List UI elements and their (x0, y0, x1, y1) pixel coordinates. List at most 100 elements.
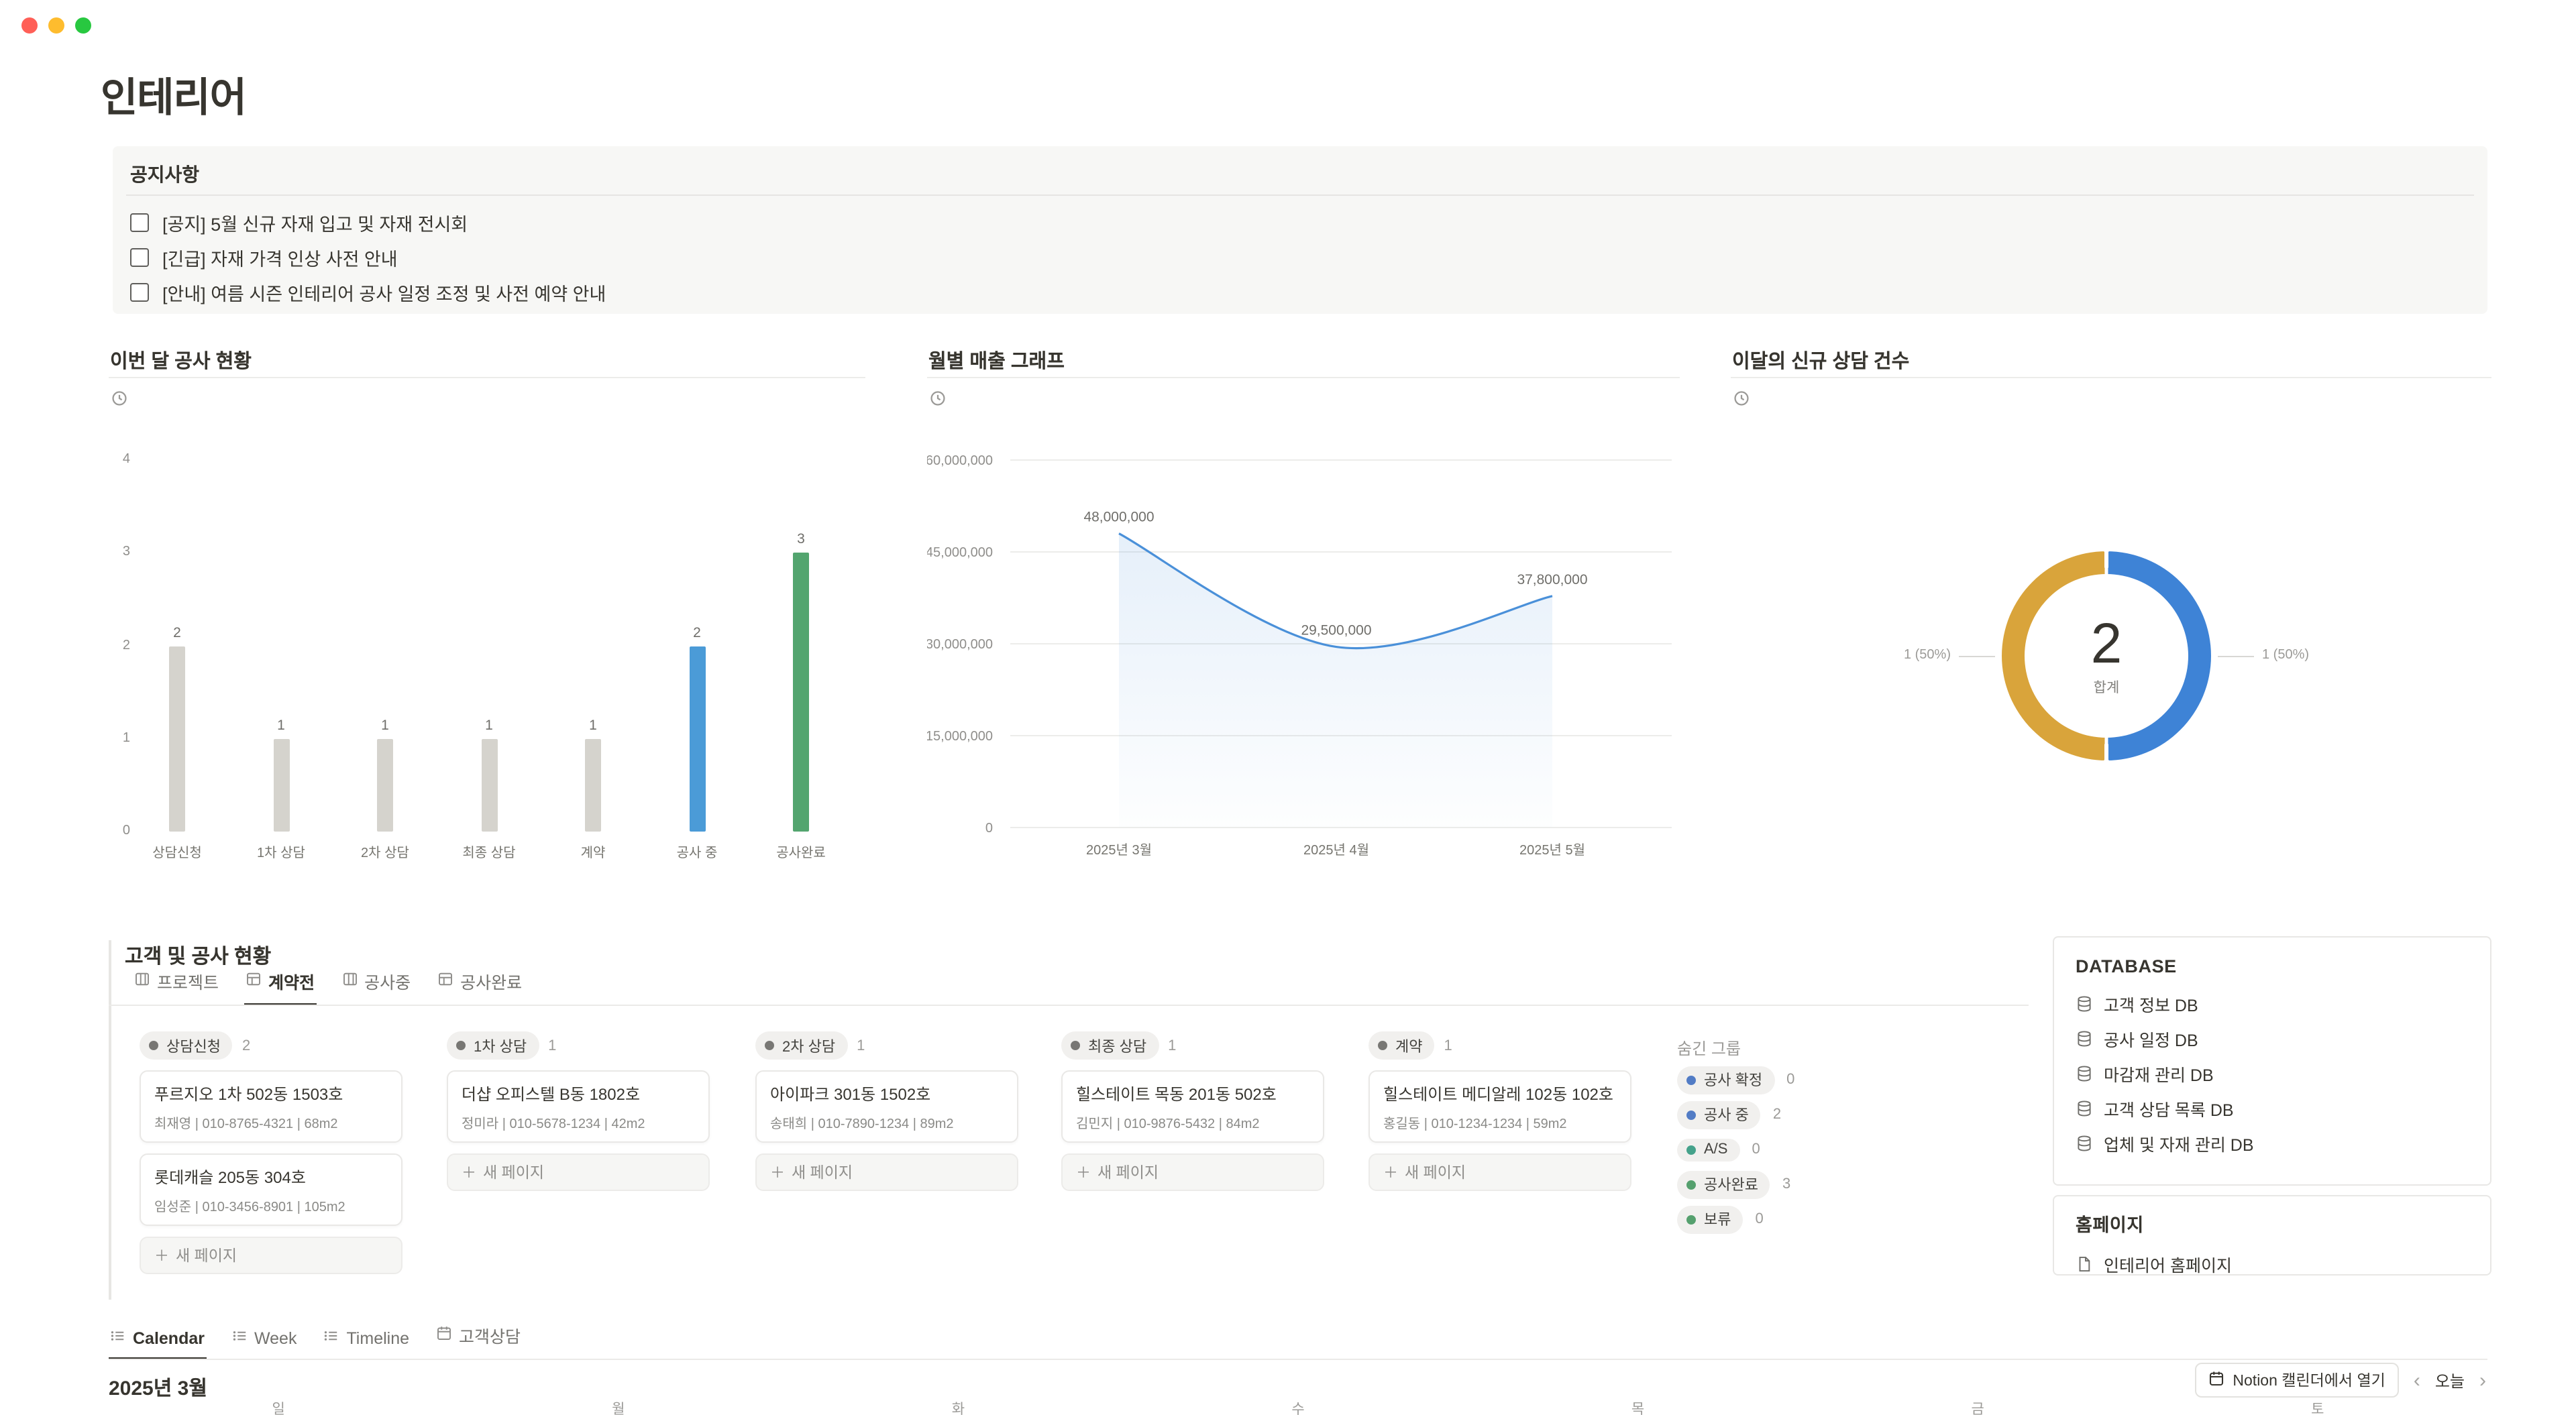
new-page-label: 새 페이지 (792, 1166, 853, 1182)
board-card[interactable]: 푸르지오 1차 502동 1503호 최재영 | 010-8765-4321 | … (140, 1070, 402, 1143)
board-card[interactable]: 롯데캐슬 205동 304호 임성준 | 010-3456-8901 | 105m… (140, 1153, 402, 1226)
database-link[interactable]: 고객 상담 목록 DB (2076, 1090, 2469, 1125)
group-count: 1 (1444, 1037, 1452, 1054)
group-badge[interactable]: A/S (1677, 1138, 1740, 1161)
card-title: 더샵 오피스텔 B동 1802호 (462, 1085, 641, 1104)
open-notion-calendar-label: Notion 캘린더에서 열기 (2233, 1373, 2385, 1390)
new-page-button[interactable]: ＋ 새 페이지 (140, 1237, 402, 1274)
list-icon (110, 1328, 126, 1348)
bar (689, 646, 705, 832)
bar (273, 738, 289, 832)
database-panel: DATABASE 고객 정보 DB 공사 일정 DB 마감재 관리 DB 고객 상담 … (2053, 936, 2491, 1186)
board-card[interactable]: 아이파크 301동 1502호 송태희 | 010-7890-1234 | 89m… (755, 1070, 1018, 1143)
new-page-button[interactable]: ＋ 새 페이지 (1368, 1153, 1631, 1191)
open-notion-calendar-button[interactable]: Notion 캘린더에서 열기 (2195, 1363, 2399, 1398)
board-card[interactable]: 더샵 오피스텔 B동 1802호 정미라 | 010-5678-1234 | 42… (447, 1070, 710, 1143)
new-page-button[interactable]: ＋ 새 페이지 (447, 1153, 710, 1191)
group-name: 공사완료 (1704, 1178, 1758, 1194)
window-close-button[interactable] (21, 17, 38, 34)
tab-공사중[interactable]: 공사중 (340, 968, 412, 1005)
bar (377, 738, 393, 832)
todo-item[interactable]: [안내] 여름 시즌 인테리어 공사 일정 조정 및 사전 예약 안내 (130, 275, 2474, 310)
group-count: 0 (1786, 1072, 1795, 1088)
divider (126, 194, 2474, 196)
donut-total-label: 합계 (2093, 679, 2120, 695)
group-name: 2차 상담 (782, 1039, 836, 1055)
x-axis-category-label: 공사 중 (676, 846, 718, 861)
tab-label: Timeline (346, 1328, 410, 1347)
chevron-left-icon[interactable]: ‹ (2413, 1369, 2420, 1392)
database-link[interactable]: 업체 및 자재 관리 DB (2076, 1125, 2469, 1160)
todo-checkbox[interactable] (130, 248, 149, 267)
divider (109, 1359, 2487, 1360)
calendar-controls: Notion 캘린더에서 열기 ‹ 오늘 › (2195, 1363, 2487, 1398)
board-column: 계약 1 힐스테이트 메디알레 102동 102호 홍길동 | 010-1234-12… (1368, 1031, 1631, 1191)
weekday-label: 월 (612, 1402, 625, 1415)
tab-Timeline[interactable]: Timeline (322, 1328, 411, 1359)
group-name: 1차 상담 (474, 1039, 527, 1055)
tab-label: Calendar (133, 1328, 205, 1347)
tab-공사완료[interactable]: 공사완료 (436, 968, 523, 1005)
board-card[interactable]: 힐스테이트 목동 201동 502호 김민지 | 010-9876-5432 | … (1061, 1070, 1324, 1143)
todo-checkbox[interactable] (130, 213, 149, 232)
table-icon (437, 971, 453, 991)
group-badge[interactable]: 공사 중 (1677, 1100, 1761, 1129)
divider (109, 377, 865, 378)
card-subtitle: 홍길동 | 010-1234-1234 | 59m2 (1383, 1117, 1567, 1132)
group-badge[interactable]: 보류 (1677, 1205, 1743, 1233)
group-badge[interactable]: 1차 상담 (447, 1031, 539, 1060)
group-badge[interactable]: 공사완료 (1677, 1170, 1770, 1198)
calendar-month-label: 2025년 3월 (109, 1377, 207, 1400)
tab-계약전[interactable]: 계약전 (244, 968, 317, 1005)
window-minimize-button[interactable] (48, 17, 64, 34)
group-badge[interactable]: 계약 (1368, 1031, 1435, 1060)
table-icon (246, 971, 262, 991)
y-axis-tick-label: 3 (122, 545, 130, 560)
divider (1731, 377, 2491, 378)
group-badge[interactable]: 최종 상담 (1061, 1031, 1159, 1060)
board-column-header: 상담신청 2 (140, 1031, 402, 1060)
window-zoom-button[interactable] (75, 17, 91, 34)
kanban-board: 상담신청 2 푸르지오 1차 502동 1503호 최재영 | 010-8765-43… (140, 1031, 2045, 1294)
new-page-button[interactable]: ＋ 새 페이지 (755, 1153, 1018, 1191)
svg-text:37,800,000: 37,800,000 (1517, 572, 1587, 587)
donut-center: 2 합계 (2025, 574, 2188, 738)
database-icon (2076, 1099, 2093, 1117)
new-page-button[interactable]: ＋ 새 페이지 (1061, 1153, 1324, 1191)
tab-고객상담[interactable]: 고객상담 (435, 1322, 522, 1359)
database-icon (2076, 1134, 2093, 1151)
link-label: 인테리어 홈페이지 (2104, 1256, 2232, 1275)
column-divider (109, 940, 111, 1300)
donut-callout-line (1959, 656, 1995, 657)
database-link[interactable]: 마감재 관리 DB (2076, 1056, 2469, 1090)
line-chart-plot: 60,000,000 45,000,000 30,000,000 15,000,000… (926, 343, 1680, 869)
chart-title: 이번 달 공사 현황 (110, 351, 252, 373)
todo-label: [안내] 여름 시즌 인테리어 공사 일정 조정 및 사전 예약 안내 (162, 284, 606, 304)
chevron-right-icon[interactable]: › (2479, 1369, 2486, 1392)
board-card[interactable]: 힐스테이트 메디알레 102동 102호 홍길동 | 010-1234-1234 … (1368, 1070, 1631, 1143)
bar (585, 738, 601, 832)
today-button[interactable]: 오늘 (2434, 1371, 2465, 1390)
link-label: 마감재 관리 DB (2104, 1066, 2214, 1084)
tab-프로젝트[interactable]: 프로젝트 (133, 968, 220, 1005)
database-link[interactable]: 고객 정보 DB (2076, 986, 2469, 1021)
todo-checkbox[interactable] (130, 283, 149, 302)
tab-Week[interactable]: Week (230, 1328, 298, 1359)
group-count: 3 (1782, 1176, 1791, 1192)
todo-item[interactable]: [공지] 5월 신규 자재 입고 및 자재 전시회 (130, 205, 2474, 240)
homepage-link[interactable]: 인테리어 홈페이지 (2076, 1246, 2469, 1281)
group-badge[interactable]: 공사 확정 (1677, 1066, 1775, 1094)
board-section-title: 고객 및 공사 현황 (125, 946, 272, 968)
group-badge[interactable]: 상담신청 (140, 1031, 233, 1060)
group-badge[interactable]: 2차 상담 (755, 1031, 848, 1060)
hidden-groups-column: 숨긴 그룹 공사 확정 0 공사 중 2 A/S 0 공사완료 3 보류 0 (1677, 1034, 1932, 1237)
bar-value-label: 1 (381, 717, 389, 734)
board-column: 상담신청 2 푸르지오 1차 502동 1503호 최재영 | 010-8765-43… (140, 1031, 402, 1274)
tab-Calendar[interactable]: Calendar (109, 1328, 206, 1359)
tab-label: 고객상담 (459, 1328, 521, 1347)
group-name: A/S (1704, 1141, 1728, 1157)
database-icon (2076, 1029, 2093, 1047)
todo-item[interactable]: [긴급] 자재 가격 인상 사전 안내 (130, 240, 2474, 275)
notion-calendar-icon (2208, 1370, 2224, 1390)
database-link[interactable]: 공사 일정 DB (2076, 1021, 2469, 1056)
